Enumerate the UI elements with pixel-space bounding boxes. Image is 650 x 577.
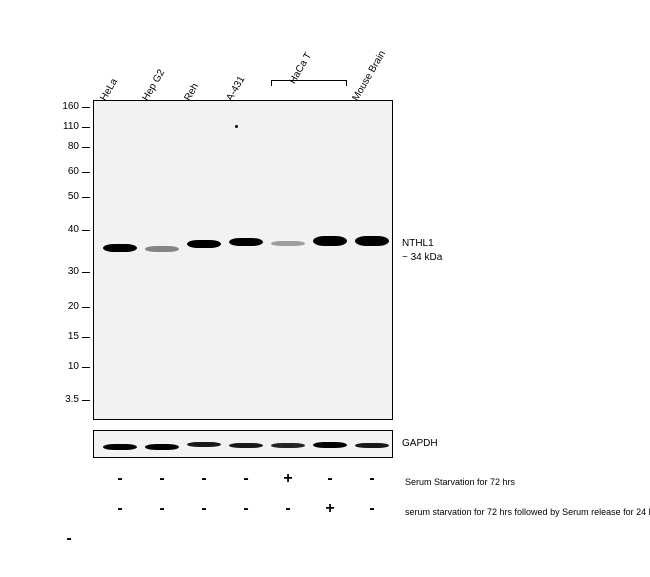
target-band — [187, 240, 221, 248]
target-band — [103, 244, 137, 252]
loading-control-label: GAPDH — [402, 438, 438, 449]
mw-marker-label: 40 — [55, 224, 79, 235]
treatment-symbol: - — [237, 500, 255, 518]
treatment-symbol: + — [321, 500, 339, 518]
treatment-symbol: + — [279, 470, 297, 488]
mw-marker-tick — [82, 107, 90, 108]
loading-band — [187, 442, 221, 447]
mw-marker-label: 80 — [55, 141, 79, 152]
target-mw-label: ~ 34 kDa — [402, 252, 442, 263]
treatment-symbol: - — [195, 500, 213, 518]
treatment-symbol: - — [363, 500, 381, 518]
treatment-symbol: - — [111, 470, 129, 488]
treatment-symbol: - — [153, 500, 171, 518]
mw-marker-tick — [82, 367, 90, 368]
mw-marker-label: 3.5 — [55, 394, 79, 405]
mw-marker-tick — [82, 127, 90, 128]
mw-marker-label: 160 — [55, 101, 79, 112]
treatment-symbol: - — [363, 470, 381, 488]
mw-marker-tick — [82, 230, 90, 231]
blot-speck — [235, 125, 238, 128]
treatment-symbol: - — [321, 470, 339, 488]
mw-marker-label: 15 — [55, 331, 79, 342]
loading-band — [313, 442, 347, 448]
treatment-symbol: - — [111, 500, 129, 518]
treatment-symbol: - — [237, 470, 255, 488]
target-band — [229, 238, 263, 246]
treatment-symbol: - — [153, 470, 171, 488]
mw-marker-label: 20 — [55, 301, 79, 312]
target-band — [145, 246, 179, 252]
loading-band — [355, 443, 389, 448]
mw-marker-label: 10 — [55, 361, 79, 372]
mw-marker-tick — [82, 197, 90, 198]
loading-band — [145, 444, 179, 450]
mw-marker-tick — [82, 272, 90, 273]
mw-marker-label: 60 — [55, 166, 79, 177]
treatment-symbol: - — [279, 500, 297, 518]
target-protein-label: NTHL1 — [402, 238, 434, 249]
loading-band — [103, 444, 137, 450]
mw-marker-tick — [82, 400, 90, 401]
mw-marker-label: 110 — [55, 121, 79, 132]
lane-group-bracket — [271, 80, 347, 86]
mw-marker-tick — [82, 307, 90, 308]
target-band — [313, 236, 347, 246]
mw-marker-label: 30 — [55, 266, 79, 277]
loading-band — [271, 443, 305, 448]
mw-marker-label: 50 — [55, 191, 79, 202]
target-band — [271, 241, 305, 246]
stray-symbol: - — [60, 530, 78, 548]
mw-marker-tick — [82, 337, 90, 338]
treatment-label: serum starvation for 72 hrs followed by … — [405, 507, 650, 517]
mw-marker-tick — [82, 147, 90, 148]
lane-label: A-431 — [224, 74, 247, 103]
western-blot-figure: 16011080605040302015103.5HeLaHep G2RehA-… — [0, 0, 650, 577]
lane-label: Mouse Brain — [350, 49, 388, 103]
lane-label: Hep G2 — [140, 68, 167, 103]
loading-band — [229, 443, 263, 448]
main-blot-membrane — [93, 100, 393, 420]
treatment-symbol: - — [195, 470, 213, 488]
mw-marker-tick — [82, 172, 90, 173]
target-band — [355, 236, 389, 246]
treatment-label: Serum Starvation for 72 hrs — [405, 477, 515, 487]
